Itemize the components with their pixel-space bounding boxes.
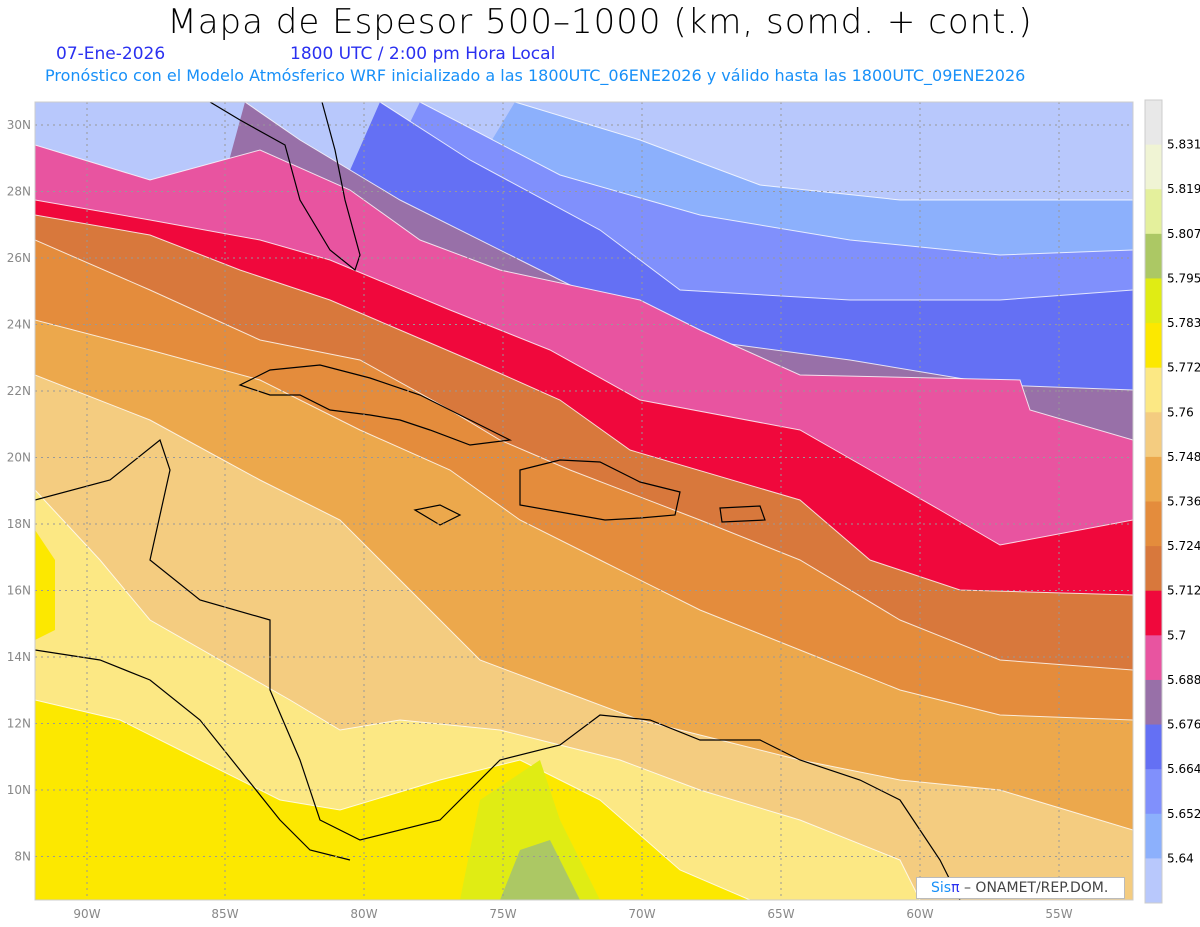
- model-subtitle: Pronóstico con el Modelo Atmósferico WRF…: [45, 66, 1026, 85]
- colorbar-label: 5.736: [1167, 495, 1200, 509]
- thickness-band: [460, 760, 600, 900]
- colorbar-label: 5.64: [1167, 851, 1194, 865]
- colorbar-swatch: [1145, 323, 1162, 369]
- colorbar-label: 5.724: [1167, 539, 1200, 553]
- forecast-time: 1800 UTC / 2:00 pm Hora Local: [290, 44, 556, 64]
- colorbar-label: 5.652: [1167, 807, 1200, 821]
- lat-tick-label: 8N: [14, 850, 31, 864]
- forecast-date: 07-Ene-2026: [56, 44, 166, 64]
- colorbar-swatch: [1145, 546, 1162, 592]
- logo-org: – ONAMET/REP.DOM.: [963, 880, 1109, 896]
- florida-coast: [209, 102, 361, 272]
- colorbar-label: 5.676: [1167, 718, 1200, 732]
- contour-line: [419, 102, 1133, 256]
- colorbar-label: 5.783: [1167, 316, 1200, 330]
- axis-ticks: 90W 85W 80W 75W 70W 65W 60W 55W 30N 28N 26N 24N 22N 2…: [7, 118, 1073, 921]
- lon-tick-label: 55W: [1045, 907, 1072, 921]
- colorbar-swatch: [1145, 456, 1162, 502]
- lat-tick-label: 26N: [7, 251, 31, 265]
- lat-tick-label: 18N: [7, 517, 31, 531]
- logo-pi: π: [951, 880, 960, 896]
- lon-tick-label: 75W: [489, 907, 516, 921]
- colorbar-swatch: [1145, 233, 1162, 279]
- pacific-coast: [35, 649, 351, 861]
- colorbar-swatch: [1145, 858, 1162, 904]
- colorbar-swatch: [1145, 412, 1162, 458]
- colorbar-swatch: [1145, 189, 1162, 235]
- lon-tick-label: 85W: [211, 907, 238, 921]
- central-america-coast: [35, 438, 961, 900]
- colorbar-swatch: [1145, 144, 1162, 190]
- colorbar-swatch: [1145, 100, 1162, 146]
- colorbar-label: 5.748: [1167, 450, 1200, 464]
- lat-tick-label: 14N: [7, 650, 31, 664]
- colorbar-frame: [1144, 99, 1163, 904]
- lat-tick-label: 20N: [7, 451, 31, 465]
- colorbar-swatch: [1145, 590, 1162, 636]
- colorbar-label: 5.712: [1167, 584, 1200, 598]
- thickness-bands: [35, 102, 1133, 900]
- hispaniola-coast: [519, 459, 681, 521]
- jamaica-coast: [413, 504, 462, 526]
- contour-line: [35, 319, 1133, 721]
- thickness-band: [35, 530, 55, 640]
- colorbar-swatch: [1145, 679, 1162, 726]
- colorbar-label: 5.819: [1167, 182, 1200, 196]
- logo-sis: Sis: [931, 880, 952, 896]
- colorbar-label: 5.76: [1167, 405, 1194, 419]
- colorbar-swatch: [1145, 724, 1162, 770]
- contour-line: [379, 102, 1133, 301]
- colorbar-swatch: [1145, 813, 1162, 859]
- puerto-rico-coast: [719, 505, 766, 523]
- coastlines: [35, 102, 961, 900]
- colorbar-label: 5.7: [1167, 628, 1186, 642]
- colorbar-label: 5.831: [1167, 138, 1200, 152]
- lat-tick-label: 16N: [7, 584, 31, 598]
- colorbar-swatch: [1145, 635, 1162, 681]
- lon-tick-label: 80W: [350, 907, 377, 921]
- contour-line: [35, 144, 1133, 441]
- map-frame: [34, 101, 1134, 901]
- lat-tick-label: 22N: [7, 384, 31, 398]
- colorbar-swatch: [1145, 769, 1162, 815]
- lon-tick-label: 90W: [73, 907, 100, 921]
- colorbar-label: 5.772: [1167, 361, 1200, 375]
- lat-tick-label: 24N: [7, 318, 31, 332]
- lon-tick-label: 60W: [906, 907, 933, 921]
- colorbar: 5.831 5.819 5.807 5.795 5.783 5.772 5.76 5.748 5…: [1144, 99, 1200, 904]
- contour-line: [35, 374, 1133, 831]
- lat-tick-label: 30N: [7, 118, 31, 132]
- colorbar-swatch: [1145, 278, 1162, 324]
- colorbar-swatch: [1145, 367, 1162, 413]
- lat-tick-label: 28N: [7, 185, 31, 199]
- lon-tick-label: 70W: [628, 907, 655, 921]
- contour-line: [35, 199, 1133, 546]
- contour-line: [35, 239, 1133, 671]
- graticule: [35, 102, 1133, 900]
- contour-line: [35, 489, 921, 900]
- colorbar-swatch: [1145, 501, 1162, 547]
- thickness-band: [500, 840, 580, 900]
- colorbar-label: 5.807: [1167, 227, 1200, 241]
- contour-line: [514, 102, 1133, 201]
- colorbar-label: 5.664: [1167, 762, 1200, 776]
- cuba-coast: [238, 364, 513, 446]
- map-title: Mapa de Espesor 500–1000 (km, somd. + co…: [167, 2, 1033, 42]
- lon-tick-label: 65W: [767, 907, 794, 921]
- sispi-logo: Sisπ – ONAMET/REP.DOM.: [916, 877, 1125, 899]
- colorbar-label: 5.688: [1167, 673, 1200, 687]
- contour-line: [35, 699, 751, 900]
- lat-tick-label: 12N: [7, 717, 31, 731]
- colorbar-label: 5.795: [1167, 271, 1200, 285]
- lat-tick-label: 10N: [7, 783, 31, 797]
